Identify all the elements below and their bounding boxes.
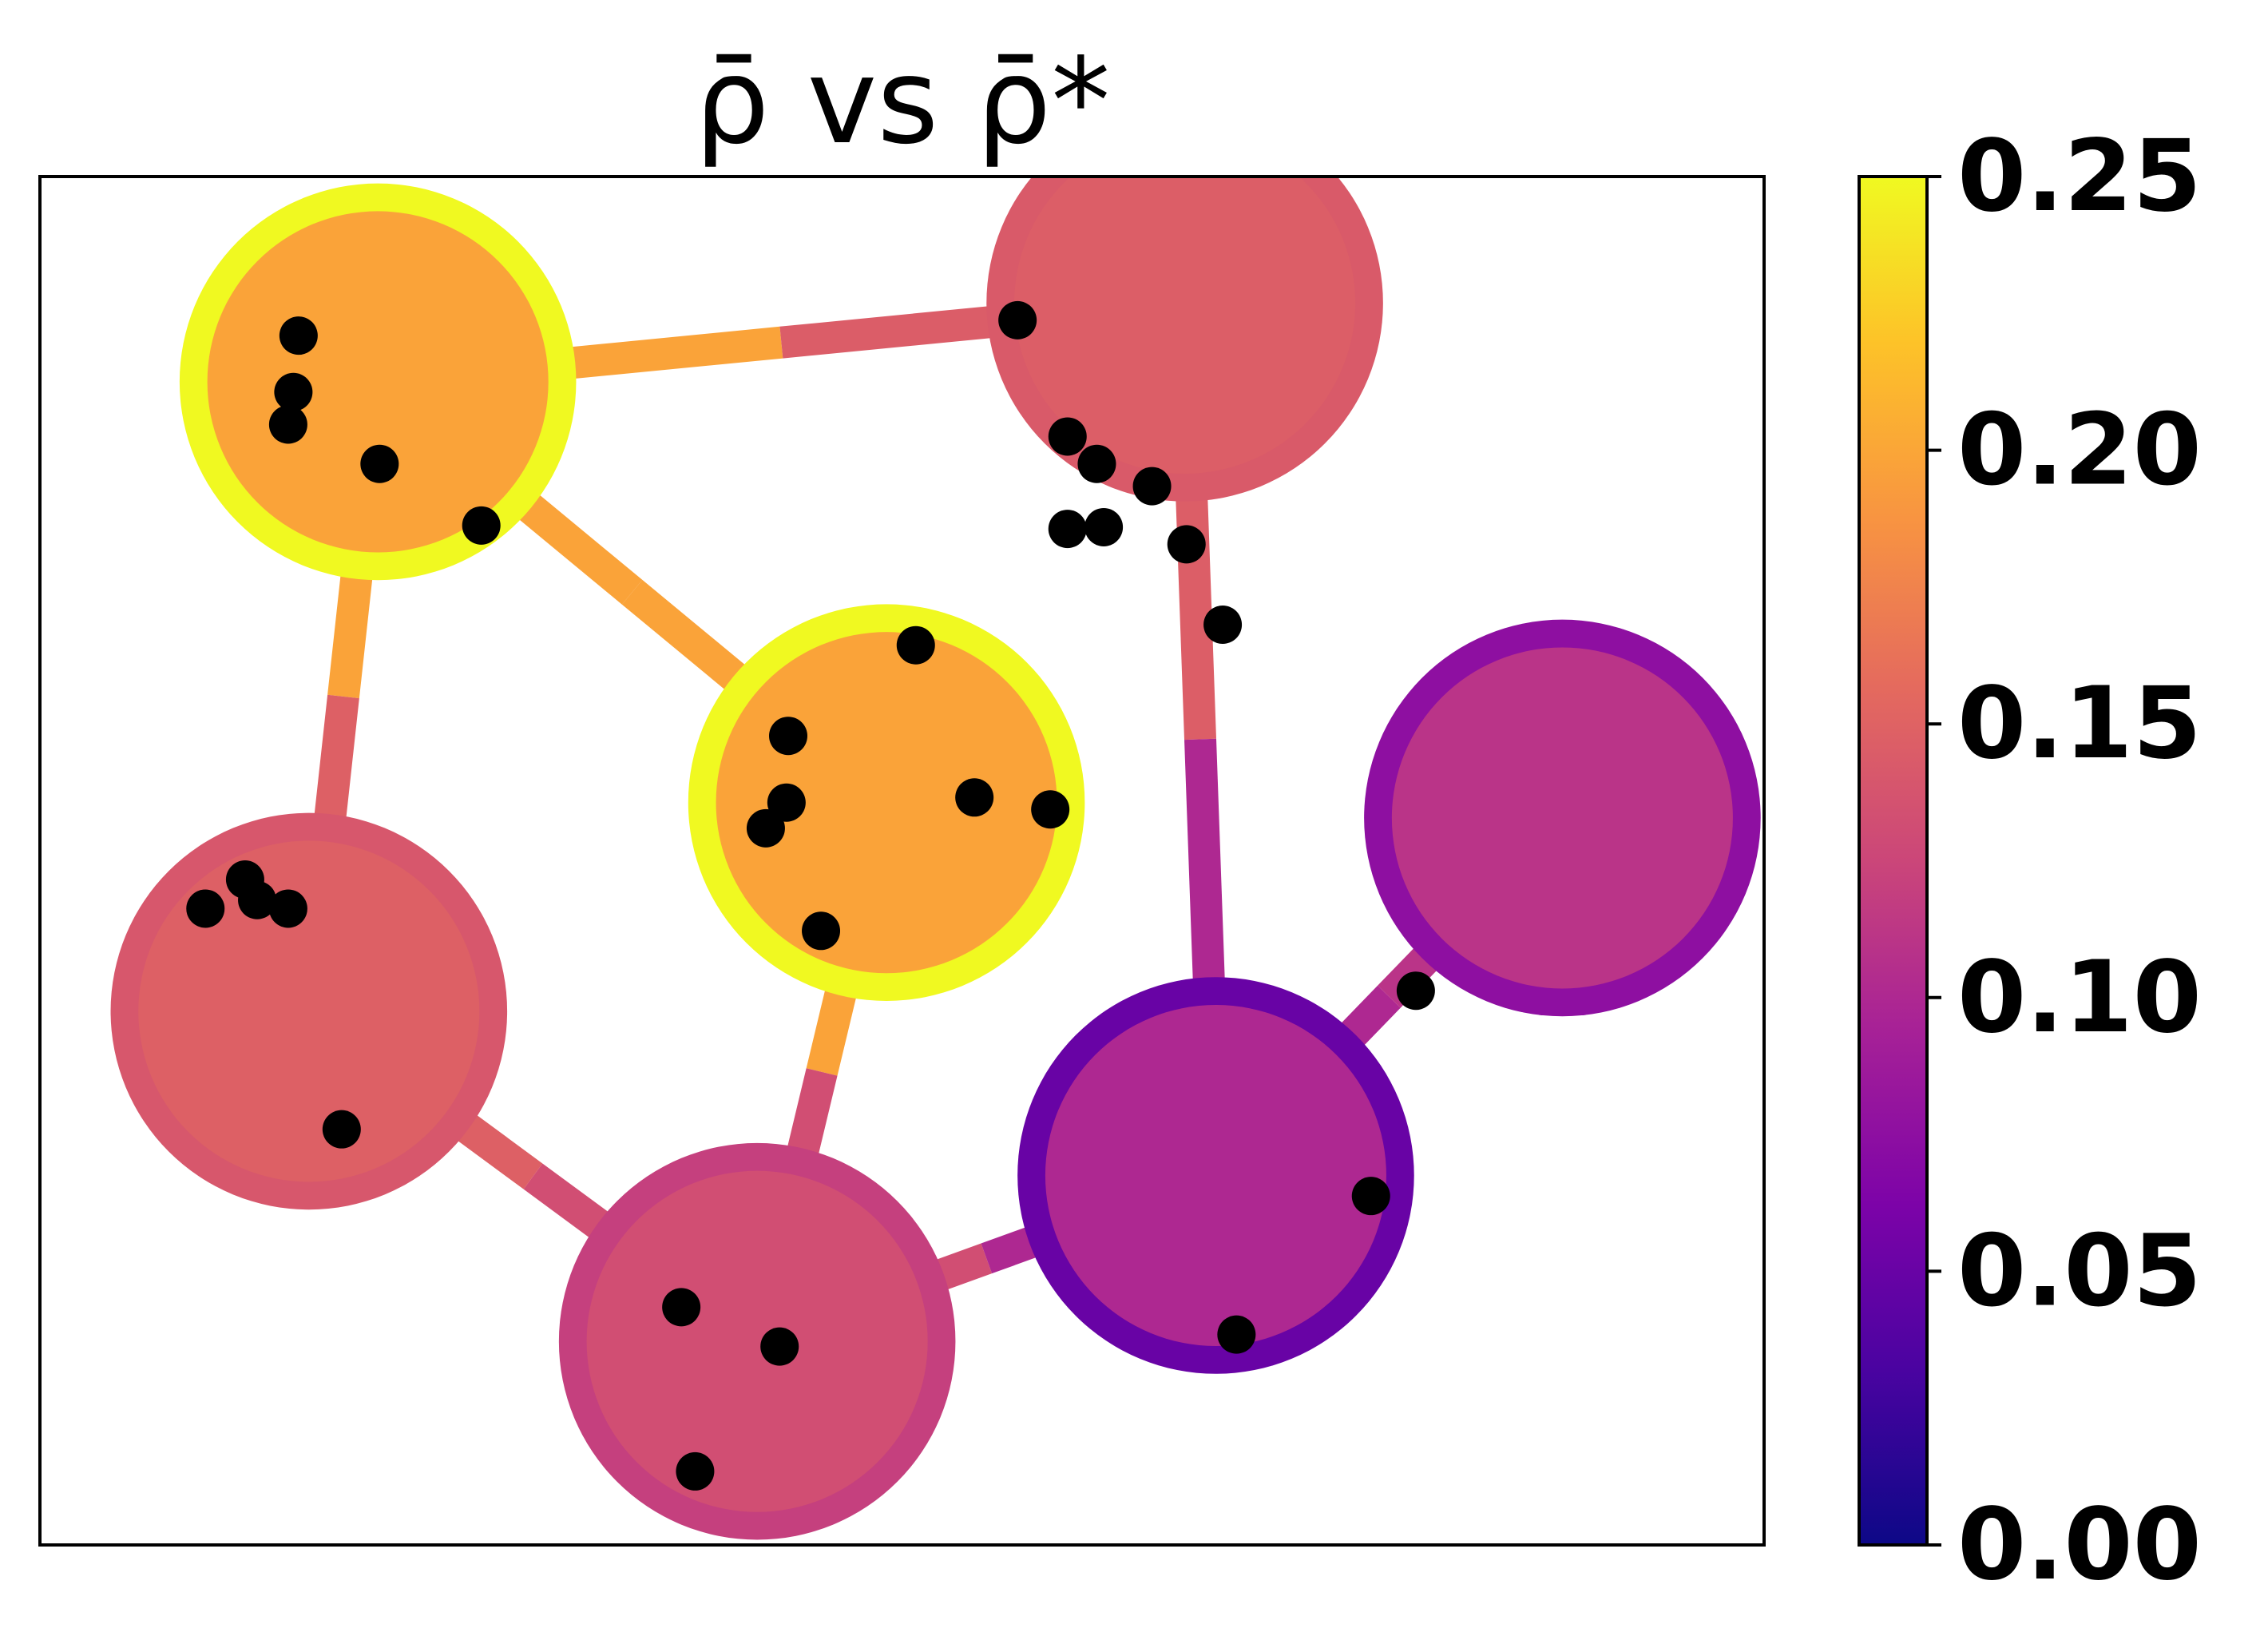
points-layer bbox=[186, 300, 1435, 1491]
data-point-19 bbox=[186, 889, 225, 928]
data-point-26 bbox=[676, 1451, 715, 1491]
data-point-23 bbox=[322, 1110, 361, 1149]
data-point-6 bbox=[1132, 467, 1172, 506]
colorbar-ticks: 0.00 0.05 0.10 0.15 0.20 0.25 bbox=[1927, 119, 2202, 1602]
data-point-18 bbox=[802, 911, 841, 951]
data-point-15 bbox=[746, 808, 785, 848]
region-F-core bbox=[1045, 1004, 1386, 1347]
data-point-25 bbox=[662, 1288, 701, 1327]
data-point-4 bbox=[462, 506, 501, 545]
data-point-2 bbox=[274, 372, 313, 411]
data-point-5 bbox=[1077, 444, 1116, 483]
data-point-29 bbox=[1396, 971, 1435, 1011]
data-point-17 bbox=[1031, 790, 1070, 829]
data-point-28 bbox=[1351, 1177, 1390, 1216]
region-G-core bbox=[586, 1170, 928, 1512]
data-point-21 bbox=[238, 880, 277, 919]
colorbar-tick-label-4: 0.20 bbox=[1957, 393, 2202, 508]
region-E-core bbox=[1391, 647, 1733, 989]
data-point-22 bbox=[268, 889, 307, 928]
data-point-3 bbox=[279, 316, 318, 355]
data-point-13 bbox=[769, 717, 808, 756]
data-point-10 bbox=[1048, 417, 1087, 456]
data-point-9 bbox=[998, 300, 1037, 340]
region-D-core bbox=[138, 840, 480, 1182]
data-point-0 bbox=[268, 405, 307, 444]
region-B-core bbox=[1014, 177, 1356, 474]
region-C-core bbox=[716, 632, 1057, 974]
data-point-1 bbox=[360, 444, 399, 483]
chart-title: ρ̄ vs ρ̄* bbox=[695, 33, 1111, 170]
colorbar-fill bbox=[1859, 177, 1927, 1545]
data-point-16 bbox=[955, 778, 994, 817]
data-point-24 bbox=[760, 1327, 799, 1366]
colorbar-tick-label-1: 0.05 bbox=[1957, 1213, 2202, 1328]
data-point-14 bbox=[767, 783, 806, 822]
colorbar: 0.00 0.05 0.10 0.15 0.20 0.25 bbox=[1858, 119, 2202, 1602]
colorbar-tick-label-5: 0.25 bbox=[1957, 119, 2202, 234]
data-point-30 bbox=[1203, 606, 1243, 645]
plot-area bbox=[38, 175, 1766, 1547]
region-A-core bbox=[207, 211, 549, 553]
data-point-27 bbox=[1217, 1315, 1256, 1354]
data-point-7 bbox=[1084, 507, 1124, 546]
heatmap-layer bbox=[110, 177, 1761, 1540]
colorbar-tick-label-3: 0.15 bbox=[1957, 666, 2202, 781]
plot-frame bbox=[38, 175, 1766, 1547]
colorbar-tick-label-2: 0.10 bbox=[1957, 940, 2202, 1055]
colorbar-tick-label-0: 0.00 bbox=[1957, 1487, 2202, 1602]
data-point-12 bbox=[896, 625, 935, 665]
data-point-11 bbox=[1167, 525, 1206, 564]
colorbar-frame bbox=[1858, 175, 1929, 1547]
data-point-8 bbox=[1048, 510, 1087, 549]
